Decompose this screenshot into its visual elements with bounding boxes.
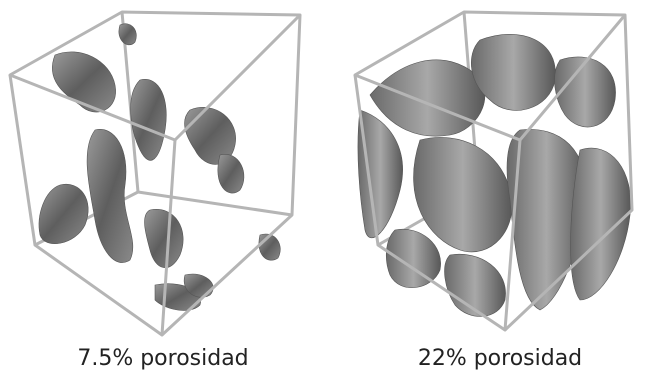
page: {"panels": [{"caption": "7.5% porosidad"… (0, 0, 649, 389)
pore-render-left (10, 12, 300, 335)
pore-blobs (358, 34, 631, 316)
pore-blobs (39, 24, 280, 311)
caption: 7.5% porosidad (77, 346, 248, 371)
figure: 7.5% porosidad 22% porosidad (0, 0, 649, 389)
pore-render-right (355, 12, 632, 330)
caption: 22% porosidad (418, 346, 582, 371)
